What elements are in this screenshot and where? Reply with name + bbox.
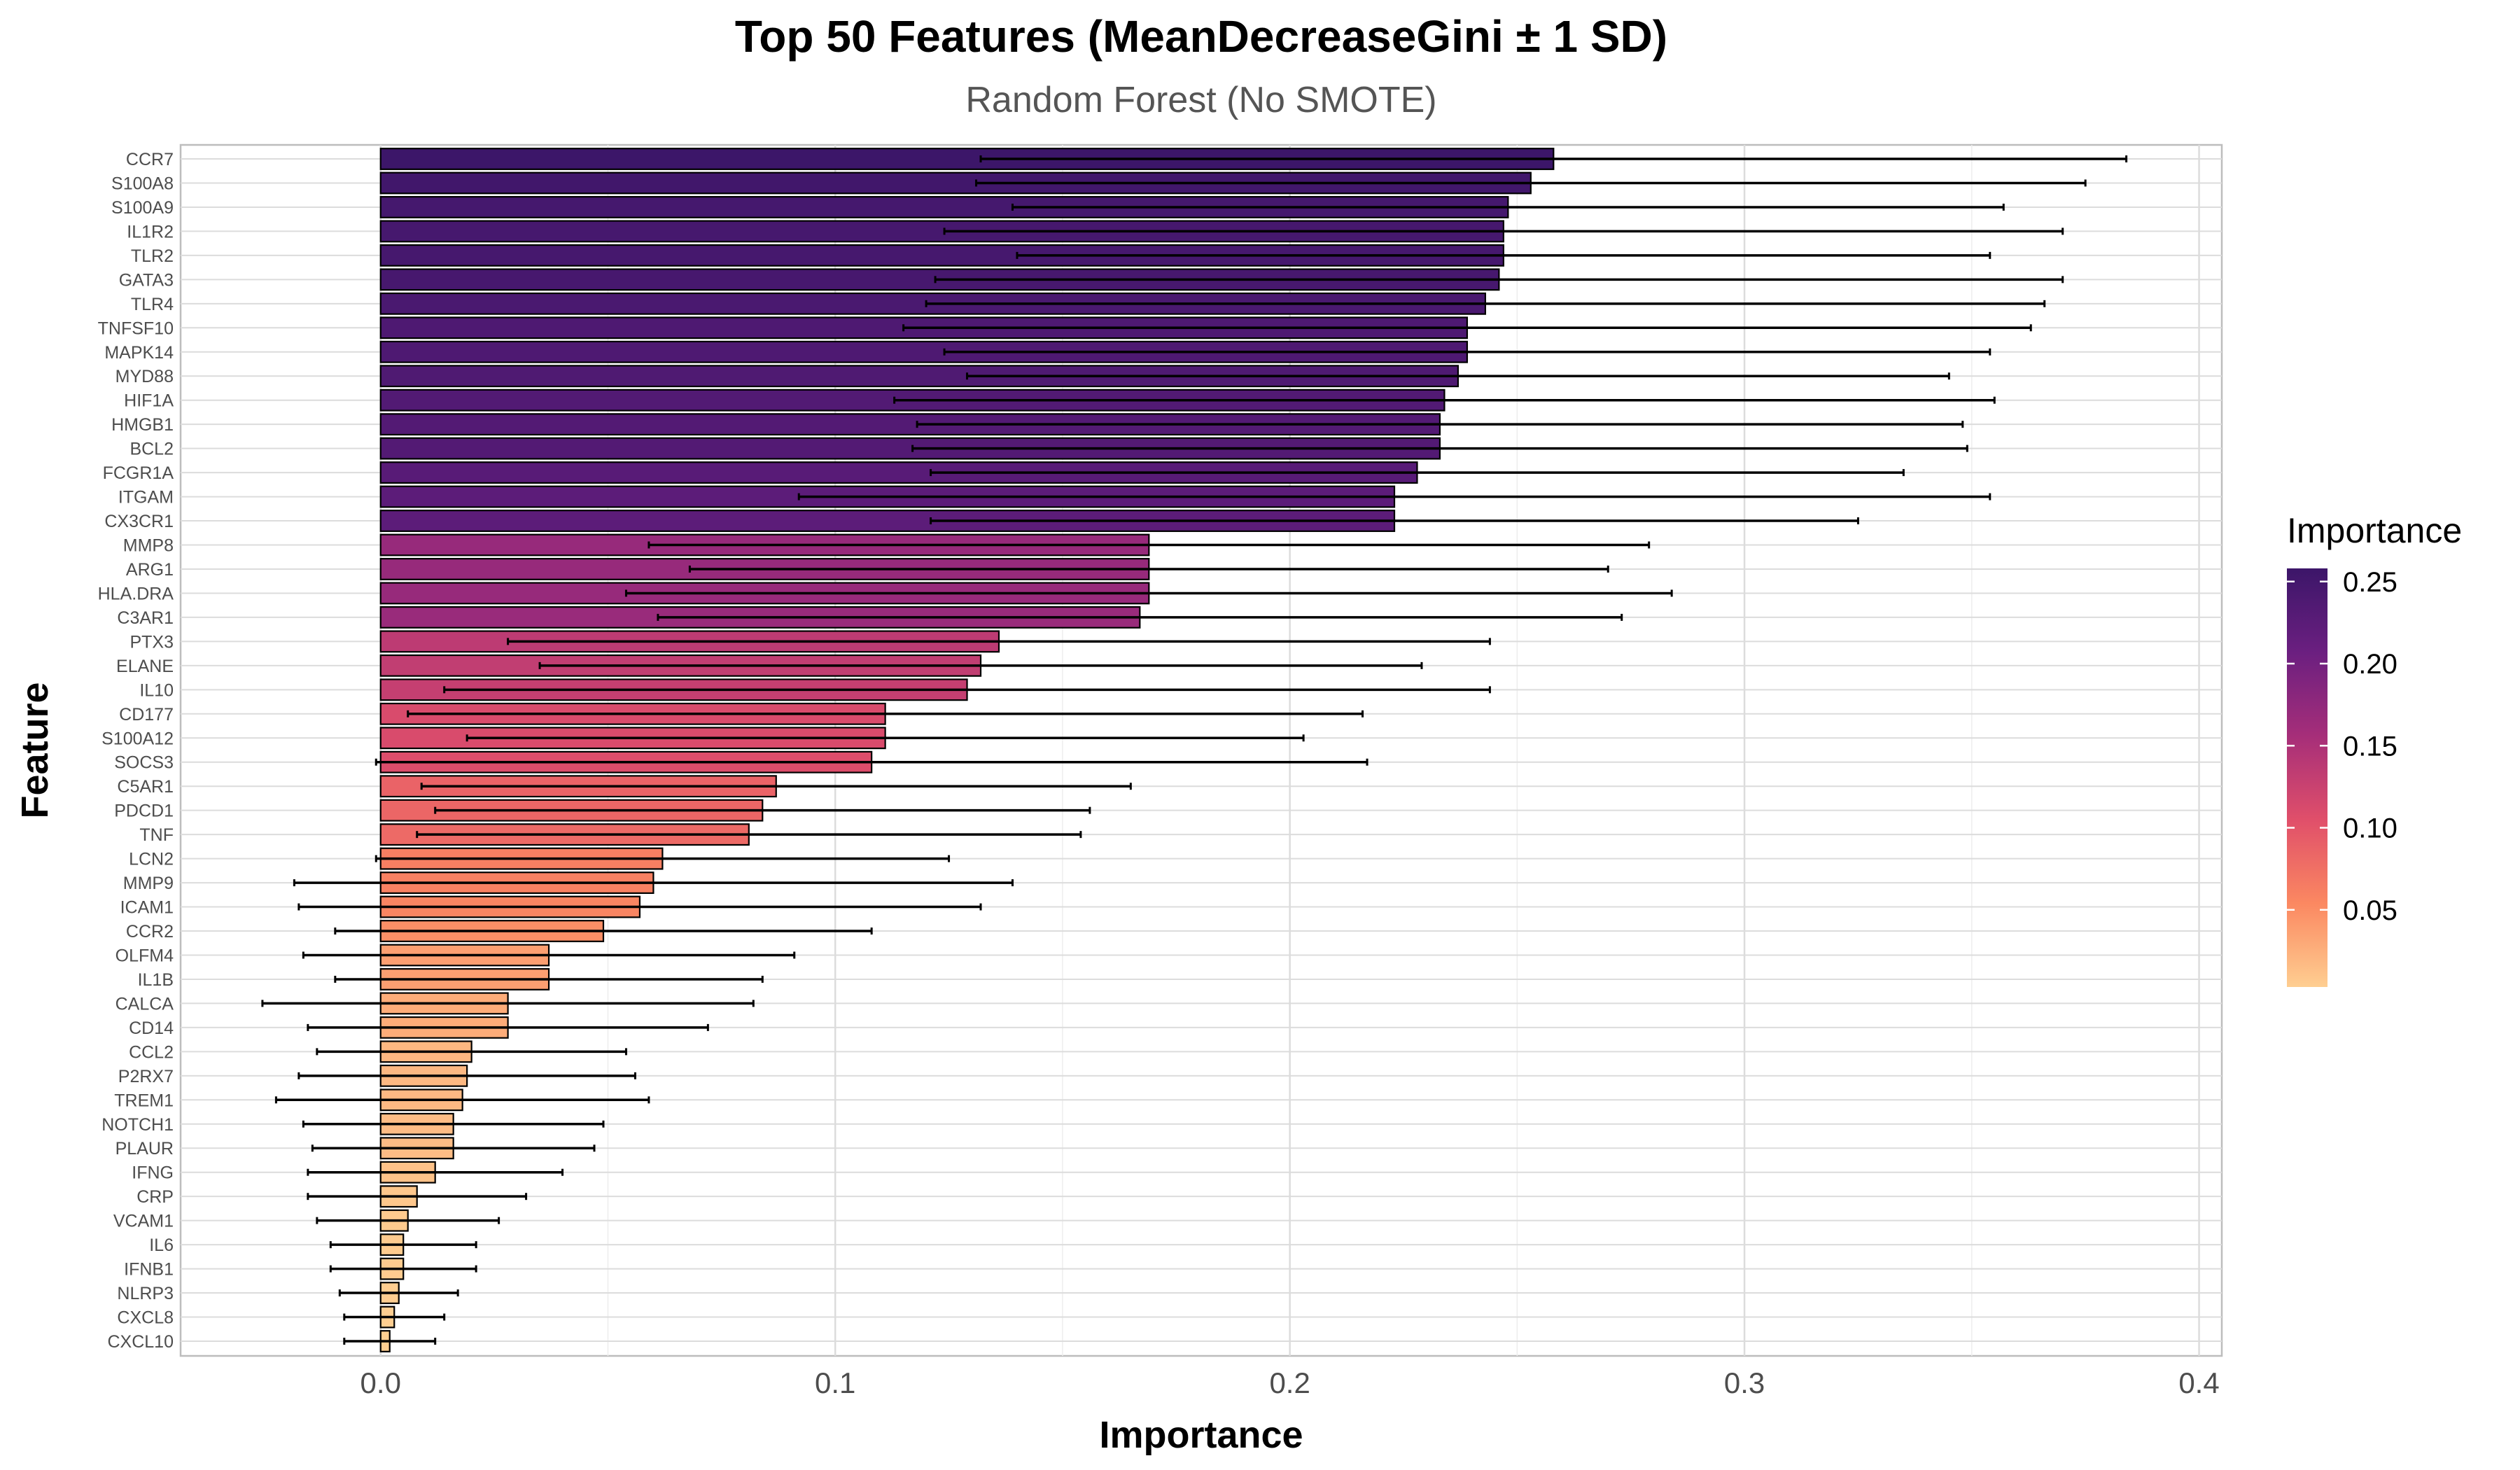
- bar-bcl2: [379, 437, 1441, 460]
- y-tick-label: NOTCH1: [102, 1115, 174, 1135]
- y-tick-label: TLR4: [131, 295, 174, 314]
- legend-tick-label: 0.10: [2343, 813, 2398, 844]
- y-tick-label: CCR7: [126, 150, 174, 169]
- legend-tick-label: 0.25: [2343, 567, 2398, 598]
- y-tick-label: CD14: [129, 1018, 174, 1038]
- y-tick-label: C5AR1: [117, 777, 174, 797]
- y-tick-label: HLA.DRA: [98, 584, 174, 603]
- y-tick-label: P2RX7: [118, 1067, 174, 1086]
- y-tick-label: PDCD1: [114, 802, 174, 821]
- x-tick-label: 0.3: [1724, 1366, 1765, 1399]
- y-tick-label: HMGB1: [111, 415, 174, 435]
- legend-tick-label: 0.15: [2343, 731, 2398, 762]
- legend-tick-label: 0.05: [2343, 895, 2398, 926]
- y-tick-label: ARG1: [126, 560, 174, 580]
- y-tick-label: GATA3: [119, 270, 174, 290]
- y-tick-label: CD177: [119, 705, 174, 724]
- y-tick-label: S100A12: [102, 729, 174, 748]
- chart-subtitle: Random Forest (No SMOTE): [965, 80, 1436, 120]
- y-tick-label: SOCS3: [114, 753, 174, 773]
- y-tick-label: MMP9: [123, 874, 174, 893]
- legend-ticks: 0.05 0.10 0.15 0.20 0.25: [2287, 567, 2398, 926]
- y-tick-label: MAPK14: [104, 343, 174, 363]
- y-tick-label: MYD88: [115, 367, 174, 386]
- y-tick-label: CXCL8: [117, 1308, 174, 1328]
- y-tick-label: IL6: [149, 1236, 174, 1255]
- y-tick-label: IL1R2: [127, 222, 174, 241]
- y-tick-label: CCL2: [129, 1042, 174, 1062]
- legend: Importance 0.05 0.10 0.15 0.20 0.25: [2287, 511, 2462, 987]
- y-tick-label: TREM1: [114, 1091, 174, 1110]
- errorbars-group: [261, 155, 2128, 1345]
- legend-title: Importance: [2287, 511, 2462, 550]
- y-tick-label: MMP8: [123, 536, 174, 556]
- y-tick-label: CX3CR1: [104, 512, 174, 531]
- x-tick-labels: 0.0 0.1 0.2 0.3 0.4: [360, 1366, 2220, 1399]
- y-tick-label: ICAM1: [120, 898, 174, 918]
- legend-colorbar: [2287, 568, 2328, 987]
- y-tick-label: NLRP3: [117, 1284, 174, 1303]
- y-tick-label: IL1B: [138, 970, 174, 990]
- y-tick-label: CXCL10: [108, 1332, 174, 1352]
- x-axis-label: Importance: [1099, 1414, 1303, 1456]
- legend-tick-label: 0.20: [2343, 649, 2398, 680]
- y-tick-label: CRP: [136, 1187, 174, 1207]
- y-tick-label: ITGAM: [118, 488, 174, 507]
- y-tick-label: TLR2: [131, 246, 174, 266]
- y-tick-label: LCN2: [129, 850, 174, 869]
- y-tick-label: TNF: [139, 825, 174, 845]
- x-tick-label: 0.2: [1269, 1366, 1310, 1399]
- y-tick-label: PLAUR: [115, 1139, 174, 1158]
- y-tick-label: IFNG: [132, 1163, 174, 1183]
- y-tick-label: IFNB1: [124, 1260, 174, 1280]
- y-tick-label: C3AR1: [117, 608, 174, 628]
- y-tick-label: ELANE: [116, 657, 174, 676]
- y-tick-label: HIF1A: [124, 391, 174, 411]
- y-tick-label: BCL2: [130, 440, 174, 459]
- y-tick-label: CCR2: [126, 922, 174, 941]
- x-tick-label: 0.0: [360, 1366, 401, 1399]
- y-axis-label: Feature: [14, 682, 56, 818]
- x-tick-label: 0.1: [815, 1366, 855, 1399]
- y-tick-label: VCAM1: [113, 1212, 174, 1231]
- y-tick-label: CALCA: [115, 994, 174, 1014]
- chart-title: Top 50 Features (MeanDecreaseGini ± 1 SD…: [735, 11, 1667, 62]
- y-tick-label: S100A8: [111, 174, 174, 193]
- y-tick-label: PTX3: [130, 632, 174, 652]
- y-tick-label: S100A9: [111, 198, 174, 218]
- x-tick-label: 0.4: [2178, 1366, 2219, 1399]
- y-tick-labels: CCR7 S100A8 S100A9 IL1R2 TLR2 GATA3 TLR4 TNFSF1…: [98, 150, 174, 1352]
- y-tick-label: OLFM4: [115, 946, 174, 965]
- y-tick-label: FCGR1A: [103, 463, 174, 483]
- y-tick-label: IL10: [139, 680, 174, 700]
- y-tick-label: TNFSF10: [98, 318, 174, 338]
